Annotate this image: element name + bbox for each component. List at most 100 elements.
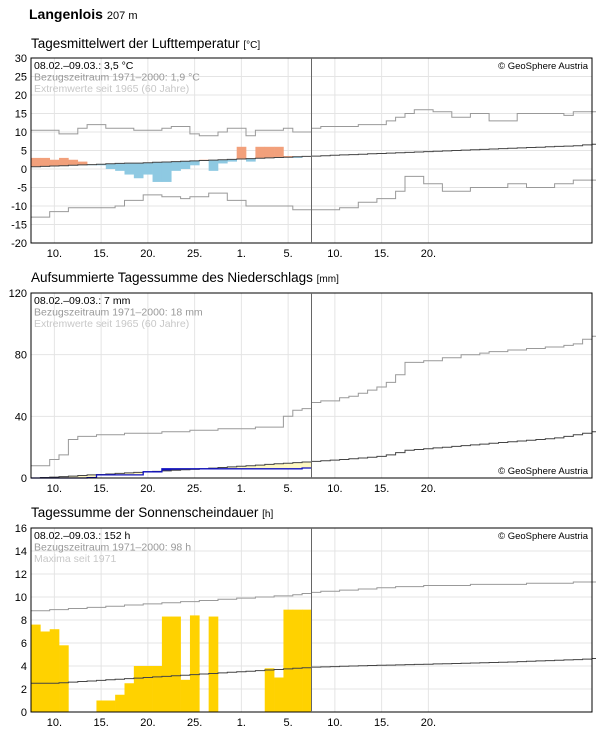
- sunshine-bar: [274, 677, 284, 712]
- info-period-value: 08.02.–09.03.: 7 mm: [34, 295, 131, 307]
- precip-deficit-area: [264, 464, 275, 469]
- sunshine-bar: [302, 609, 312, 712]
- temperature-anomaly-bar: [236, 146, 247, 160]
- x-tick-label: 10.: [47, 248, 62, 260]
- copyright-label: © GeoSphere Austria: [498, 531, 589, 542]
- x-tick-label: 15.: [374, 717, 389, 729]
- y-tick-label: 30: [15, 53, 27, 65]
- x-tick-label: 15.: [374, 483, 389, 495]
- info-reference-value: Bezugszeitraum 1971–2000: 1,9 °C: [34, 72, 200, 84]
- temperature-anomaly-bar: [105, 163, 116, 169]
- temperature-anomaly-bar: [133, 163, 144, 179]
- y-tick-label: 0: [21, 473, 27, 485]
- y-tick-label: 120: [9, 288, 27, 300]
- precip-surplus-area: [161, 468, 172, 471]
- sunshine-bar: [208, 616, 219, 712]
- y-tick-label: 12: [15, 569, 27, 581]
- reference-line: [31, 658, 596, 684]
- temperature-anomaly-bar: [77, 161, 88, 165]
- temperature-anomaly-bar: [124, 163, 135, 175]
- sunshine-bar: [143, 666, 153, 712]
- x-tick-label: 15.: [374, 248, 389, 260]
- info-extremes-note: Extremwerte seit 1965 (60 Jahre): [34, 83, 189, 95]
- temperature-anomaly-bar: [227, 159, 237, 162]
- reference-line: [31, 143, 596, 168]
- x-tick-label: 10.: [327, 248, 342, 260]
- x-tick-label: 20.: [140, 717, 155, 729]
- sunshine-bar: [31, 624, 41, 712]
- precip-deficit-area: [302, 461, 312, 468]
- y-tick-label: 14: [15, 546, 27, 558]
- x-tick-label: 25.: [187, 483, 202, 495]
- temperature-anomaly-bar: [59, 157, 69, 166]
- min-extreme-line: [31, 175, 596, 218]
- temperature-anomaly-bar: [292, 156, 303, 158]
- max-extreme-line: [31, 581, 596, 612]
- precip-surplus-area: [171, 468, 181, 471]
- temperature-anomaly-bar: [171, 161, 181, 171]
- y-tick-label: 10: [15, 127, 27, 139]
- x-tick-label: 1.: [237, 717, 246, 729]
- y-tick-label: 6: [21, 638, 27, 650]
- temperature-anomaly-bar: [283, 156, 294, 158]
- sunshine-bar: [96, 700, 107, 712]
- temperature-anomaly-bar: [255, 146, 266, 159]
- sunshine-unit: [h]: [262, 509, 274, 520]
- precip-deficit-area: [227, 466, 237, 469]
- station-header: Langenlois 207 m: [29, 6, 137, 22]
- temperature-anomaly-bar: [180, 161, 191, 169]
- precip-deficit-area: [77, 475, 88, 478]
- sunshine-bar: [59, 645, 69, 712]
- y-tick-label: 0: [21, 707, 27, 719]
- y-tick-label: 20: [15, 90, 27, 102]
- sunshine-bar: [189, 615, 200, 712]
- precip-deficit-area: [236, 466, 247, 469]
- info-period-value: 08.02.–09.03.: 152 h: [34, 530, 130, 542]
- sunshine-bar: [49, 629, 60, 712]
- precip-deficit-area: [218, 467, 228, 469]
- sunshine-bar: [115, 694, 125, 712]
- x-tick-label: 15.: [93, 483, 108, 495]
- x-tick-label: 20.: [140, 483, 155, 495]
- precip-deficit-area: [283, 463, 294, 469]
- x-tick-label: 5.: [284, 717, 293, 729]
- precip-deficit-area: [274, 463, 284, 469]
- x-tick-label: 20.: [421, 248, 436, 260]
- y-tick-label: 8: [21, 615, 27, 627]
- sunshine-bar: [124, 683, 135, 712]
- y-tick-label: -15: [11, 220, 27, 232]
- info-extremes-note: Maxima seit 1971: [34, 553, 116, 565]
- y-tick-label: -20: [11, 238, 27, 250]
- x-tick-label: 20.: [421, 717, 436, 729]
- temperature-anomaly-bar: [115, 163, 125, 171]
- y-tick-label: 10: [15, 592, 27, 604]
- sunshine-title-text: Tagessumme der Sonnenscheindauer: [31, 505, 259, 520]
- info-extremes-note: Extremwerte seit 1965 (60 Jahre): [34, 318, 189, 330]
- x-tick-label: 25.: [187, 248, 202, 260]
- y-tick-label: 15: [15, 109, 27, 121]
- copyright-label: © GeoSphere Austria: [498, 466, 589, 477]
- x-tick-label: 1.: [237, 248, 246, 260]
- temperature-anomaly-bar: [152, 162, 163, 182]
- y-tick-label: 0: [21, 164, 27, 176]
- y-tick-label: 25: [15, 72, 27, 84]
- sunshine-bar: [292, 609, 303, 712]
- max-extreme-line: [31, 335, 596, 467]
- sunshine-bar: [171, 616, 181, 712]
- copyright-label: © GeoSphere Austria: [498, 61, 589, 72]
- temperature-anomaly-bar: [208, 160, 219, 171]
- sunshine-bar: [283, 609, 294, 712]
- temperature-anomaly-bar: [274, 146, 284, 158]
- x-tick-label: 10.: [47, 483, 62, 495]
- sunshine-bar: [264, 668, 275, 712]
- precip-deficit-area: [292, 462, 303, 469]
- sunshine-bar: [152, 666, 163, 712]
- temperature-anomaly-bar: [40, 157, 50, 167]
- x-tick-label: 10.: [327, 717, 342, 729]
- precip-deficit-area: [59, 476, 69, 478]
- info-period-value: 08.02.–09.03.: 3,5 °C: [34, 60, 134, 72]
- x-tick-label: 25.: [187, 717, 202, 729]
- temperature-anomaly-bar: [49, 159, 60, 167]
